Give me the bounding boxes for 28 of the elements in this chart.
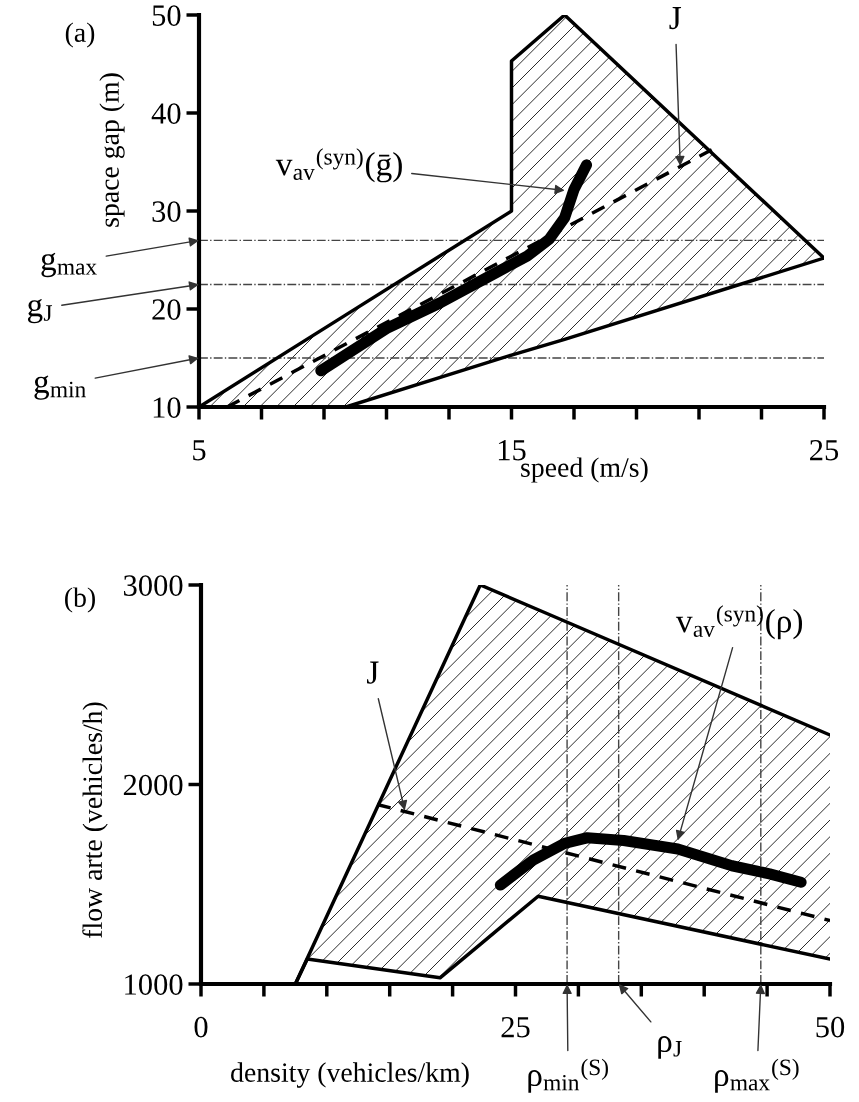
- y-tick-label: 40: [151, 103, 181, 124]
- annotation: g$_{max}$: [41, 252, 97, 278]
- x-tick-label: 25: [810, 439, 839, 461]
- chart-title: (b): [65, 587, 95, 613]
- x-tick-label: 25: [501, 1016, 530, 1038]
- y-tick-label: 3000: [123, 575, 183, 596]
- annotation: ρ$_{min}$$^{(S)}$: [528, 1058, 608, 1093]
- y-tick-label: 20: [152, 299, 181, 320]
- y-axis-title: space gap (m): [99, 73, 125, 227]
- x-tick-label: 0: [194, 1016, 208, 1038]
- x-axis-title: density (vehicles/km): [231, 1062, 469, 1088]
- x-tick-label: 5: [193, 440, 206, 461]
- x-tick-label: 50: [816, 1016, 845, 1038]
- annotation: v$_{av}$$^{(syn)}$(ḡ): [275, 148, 402, 183]
- y-axis-title: flow arte (vehicles/h): [82, 702, 108, 938]
- annotation: ρ$_{J}$: [658, 1036, 682, 1059]
- annotation: ρ$_{max}$$^{(S)}$: [715, 1058, 799, 1093]
- y-tick-label: 2000: [123, 774, 183, 796]
- annotation: g$_{min}$: [34, 375, 86, 400]
- chart-title: (a): [65, 22, 95, 48]
- y-tick-label: 1000: [125, 974, 183, 995]
- y-tick-label: 50: [152, 5, 181, 26]
- annotation: J: [669, 7, 682, 30]
- annotation: g$_{J}$: [27, 298, 53, 324]
- annotation: v$_{av}$$^{(syn)}$(ρ): [675, 605, 803, 640]
- y-tick-label: 30: [152, 201, 181, 222]
- y-tick-label: 10: [153, 397, 181, 418]
- annotation: J: [367, 661, 379, 684]
